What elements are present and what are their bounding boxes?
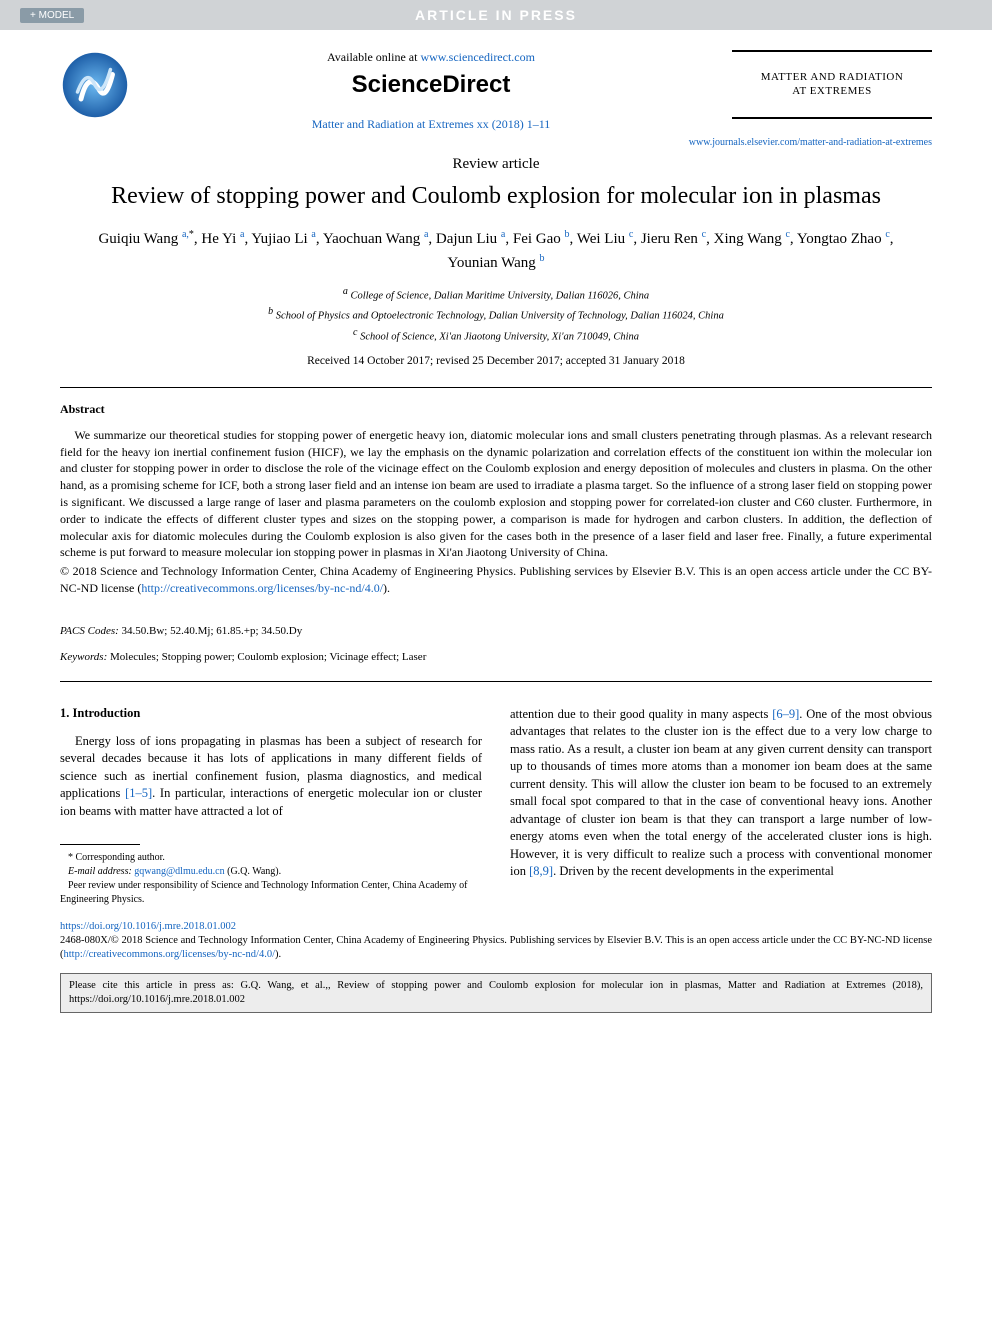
license-footer: 2468-080X/© 2018 Science and Technology … bbox=[0, 934, 992, 968]
article-title: Review of stopping power and Coulomb exp… bbox=[0, 181, 992, 211]
affiliation-1: a College of Science, Dalian Maritime Un… bbox=[0, 284, 992, 304]
affiliation-2: b School of Physics and Optoelectronic T… bbox=[0, 304, 992, 324]
press-banner: + MODEL ARTICLE IN PRESS bbox=[0, 0, 992, 30]
journal-name-l1: MATTER AND RADIATION bbox=[732, 70, 932, 84]
journal-name-l2: AT EXTREMES bbox=[732, 84, 932, 98]
available-online: Available online at www.sciencedirect.co… bbox=[160, 50, 702, 65]
cc-license-link[interactable]: http://creativecommons.org/licenses/by-n… bbox=[141, 581, 383, 595]
sciencedirect-url[interactable]: www.sciencedirect.com bbox=[420, 50, 535, 64]
header-center: Available online at www.sciencedirect.co… bbox=[160, 50, 702, 132]
citation: Matter and Radiation at Extremes xx (201… bbox=[160, 117, 702, 132]
ref-6-9[interactable]: [6–9] bbox=[772, 707, 799, 721]
abstract-heading: Abstract bbox=[60, 402, 932, 417]
article-dates: Received 14 October 2017; revised 25 Dec… bbox=[0, 355, 992, 367]
email-label: E-mail address: bbox=[68, 866, 132, 877]
intro-paragraph-left: Energy loss of ions propagating in plasm… bbox=[60, 733, 482, 821]
keywords-value: Molecules; Stopping power; Coulomb explo… bbox=[107, 651, 426, 663]
citation-link[interactable]: Matter and Radiation at Extremes xx (201… bbox=[312, 117, 551, 131]
pacs-label: PACS Codes: bbox=[60, 625, 119, 637]
footnote-divider bbox=[60, 844, 140, 845]
license-suffix: ). bbox=[275, 949, 281, 960]
license-url[interactable]: http://creativecommons.org/licenses/by-n… bbox=[64, 949, 276, 960]
pacs-codes: PACS Codes: 34.50.Bw; 52.40.Mj; 61.85.+p… bbox=[0, 625, 992, 637]
doi: https://doi.org/10.1016/j.mre.2018.01.00… bbox=[0, 917, 992, 934]
intro-r-prefix: attention due to their good quality in m… bbox=[510, 707, 772, 721]
column-left: 1. Introduction Energy loss of ions prop… bbox=[60, 706, 482, 908]
journal-name-box: MATTER AND RADIATION AT EXTREMES bbox=[732, 50, 932, 119]
section-1-heading: 1. Introduction bbox=[60, 706, 482, 721]
peer-review-note: Peer review under responsibility of Scie… bbox=[60, 879, 482, 907]
copyright-suffix: ). bbox=[383, 581, 390, 595]
journal-logo-icon bbox=[60, 50, 130, 120]
intro-paragraph-right: attention due to their good quality in m… bbox=[510, 706, 932, 881]
affiliation-3: c School of Science, Xi'an Jiaotong Univ… bbox=[0, 325, 992, 345]
citation-box: Please cite this article in press as: G.… bbox=[60, 973, 932, 1013]
column-right: attention due to their good quality in m… bbox=[510, 706, 932, 908]
corresponding-author: * Corresponding author. bbox=[60, 851, 482, 865]
header: Available online at www.sciencedirect.co… bbox=[0, 30, 992, 137]
doi-link[interactable]: https://doi.org/10.1016/j.mre.2018.01.00… bbox=[60, 921, 236, 932]
model-badge: + MODEL bbox=[20, 8, 84, 23]
pacs-value: 34.50.Bw; 52.40.Mj; 61.85.+p; 34.50.Dy bbox=[119, 625, 302, 637]
ref-8-9[interactable]: [8,9] bbox=[529, 864, 553, 878]
copyright: © 2018 Science and Technology Informatio… bbox=[60, 563, 932, 597]
journal-homepage: www.journals.elsevier.com/matter-and-rad… bbox=[0, 137, 992, 148]
affiliations: a College of Science, Dalian Maritime Un… bbox=[0, 284, 992, 345]
body-columns: 1. Introduction Energy loss of ions prop… bbox=[0, 682, 992, 918]
keywords: Keywords: Molecules; Stopping power; Cou… bbox=[0, 651, 992, 663]
ref-1-5[interactable]: [1–5] bbox=[125, 786, 152, 800]
keywords-label: Keywords: bbox=[60, 651, 107, 663]
author-email[interactable]: gqwang@dlmu.edu.cn bbox=[132, 866, 225, 877]
author-list: Guiqiu Wang a,*, He Yi a, Yujiao Li a, Y… bbox=[0, 227, 992, 274]
article-status: ARTICLE IN PRESS bbox=[415, 7, 577, 23]
email-suffix: (G.Q. Wang). bbox=[225, 866, 282, 877]
article-type: Review article bbox=[0, 156, 992, 173]
intro-r-suffix: . Driven by the recent developments in t… bbox=[553, 864, 834, 878]
publisher-logo-text: ScienceDirect bbox=[160, 71, 702, 99]
intro-r-mid: . One of the most obvious advantages tha… bbox=[510, 707, 932, 879]
journal-homepage-link[interactable]: www.journals.elsevier.com/matter-and-rad… bbox=[689, 137, 932, 148]
abstract-text: We summarize our theoretical studies for… bbox=[60, 427, 932, 561]
email-footnote: E-mail address: gqwang@dlmu.edu.cn (G.Q.… bbox=[60, 865, 482, 879]
available-prefix: Available online at bbox=[327, 50, 420, 64]
abstract-section: Abstract We summarize our theoretical st… bbox=[0, 388, 992, 611]
